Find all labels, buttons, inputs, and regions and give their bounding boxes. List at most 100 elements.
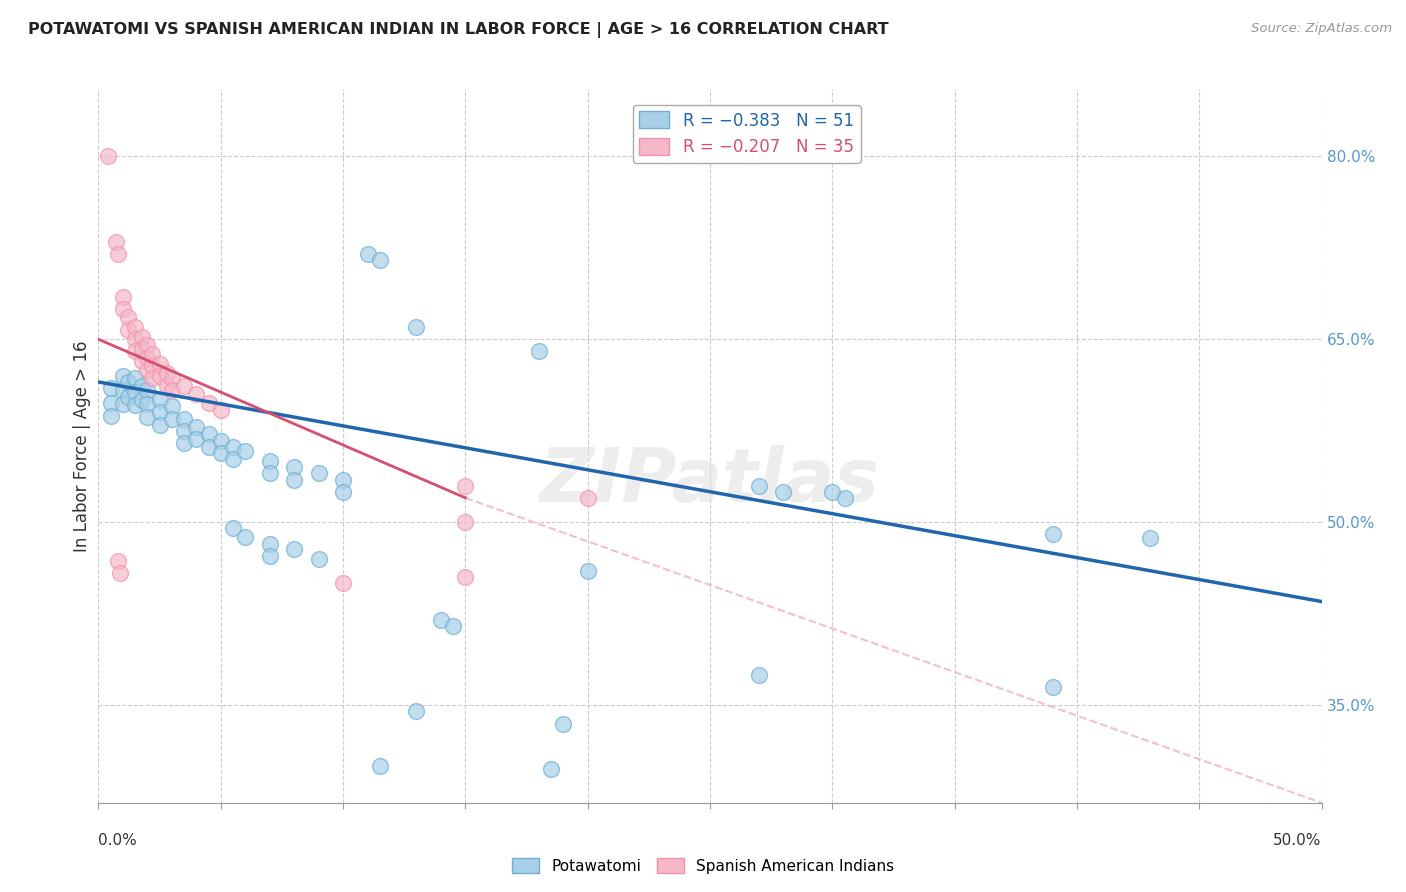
Point (173, 411, 195, 425)
Point (131, 342, 153, 356)
Point (186, 432, 208, 446)
Point (111, 397, 134, 411)
Point (136, 338, 159, 352)
Text: Source: ZipAtlas.com: Source: ZipAtlas.com (1251, 22, 1392, 36)
Point (332, 473, 354, 487)
Point (124, 398, 146, 412)
Point (173, 424, 195, 438)
Text: ZIPatlas: ZIPatlas (540, 445, 880, 518)
Point (107, 554, 129, 568)
Point (430, 613, 453, 627)
Point (124, 371, 146, 385)
Point (821, 484, 844, 499)
Legend: R = −0.383   N = 51, R = −0.207   N = 35: R = −0.383 N = 51, R = −0.207 N = 35 (633, 104, 860, 162)
Point (107, 247, 129, 261)
Point (124, 344, 146, 359)
Point (131, 330, 153, 344)
Point (1042, 527, 1064, 541)
Point (186, 420, 208, 434)
Point (156, 378, 179, 392)
Point (149, 357, 172, 371)
Point (197, 440, 219, 454)
Point (100, 409, 122, 423)
Point (772, 484, 794, 499)
Point (124, 320, 146, 334)
Point (149, 393, 172, 408)
Point (136, 397, 159, 411)
Text: 50.0%: 50.0% (1274, 833, 1322, 848)
Point (405, 320, 427, 334)
Point (141, 359, 163, 373)
Point (97, 149, 120, 163)
Point (405, 704, 427, 718)
Point (576, 564, 599, 578)
Point (131, 354, 153, 368)
Point (259, 467, 281, 481)
Point (149, 417, 172, 432)
Point (1042, 680, 1064, 694)
Point (576, 491, 599, 505)
Point (131, 393, 153, 408)
Point (748, 667, 770, 681)
Point (104, 235, 127, 249)
Point (283, 542, 305, 557)
Point (834, 491, 856, 505)
Point (441, 619, 464, 633)
Point (308, 467, 330, 481)
Point (332, 484, 354, 499)
Point (111, 289, 134, 303)
Point (368, 252, 391, 267)
Point (222, 440, 245, 454)
Point (110, 566, 132, 581)
Point (197, 427, 219, 442)
Point (173, 378, 195, 392)
Point (136, 410, 159, 425)
Point (160, 411, 183, 425)
Point (308, 551, 330, 566)
Point (356, 247, 378, 261)
Point (553, 716, 575, 731)
Point (136, 351, 159, 365)
Point (136, 363, 159, 377)
Point (131, 378, 153, 392)
Point (149, 368, 172, 383)
Point (209, 446, 232, 460)
Point (209, 434, 232, 448)
Point (233, 444, 256, 458)
Point (141, 347, 163, 361)
Point (540, 762, 562, 776)
Point (259, 549, 281, 564)
Point (283, 473, 305, 487)
Point (748, 478, 770, 492)
Point (332, 576, 354, 591)
Text: 0.0%: 0.0% (98, 833, 138, 848)
Point (149, 405, 172, 419)
Point (141, 371, 163, 385)
Point (124, 332, 146, 346)
Point (136, 384, 159, 398)
Point (222, 451, 245, 466)
Point (117, 310, 139, 325)
Point (111, 368, 134, 383)
Point (160, 371, 183, 385)
Point (100, 381, 122, 395)
Point (197, 395, 219, 409)
Text: POTAWATOMI VS SPANISH AMERICAN INDIAN IN LABOR FORCE | AGE > 16 CORRELATION CHAR: POTAWATOMI VS SPANISH AMERICAN INDIAN IN… (28, 22, 889, 38)
Point (111, 384, 134, 398)
Point (100, 395, 122, 409)
Point (527, 344, 550, 359)
Point (117, 322, 139, 336)
Point (124, 384, 146, 399)
Point (259, 454, 281, 468)
Point (173, 436, 195, 450)
Point (156, 367, 179, 381)
Point (233, 530, 256, 544)
Point (117, 390, 139, 404)
Point (160, 400, 183, 414)
Point (259, 537, 281, 551)
Point (454, 515, 477, 529)
Point (222, 521, 245, 535)
Point (1139, 531, 1161, 545)
Point (186, 387, 208, 401)
Point (117, 375, 139, 389)
